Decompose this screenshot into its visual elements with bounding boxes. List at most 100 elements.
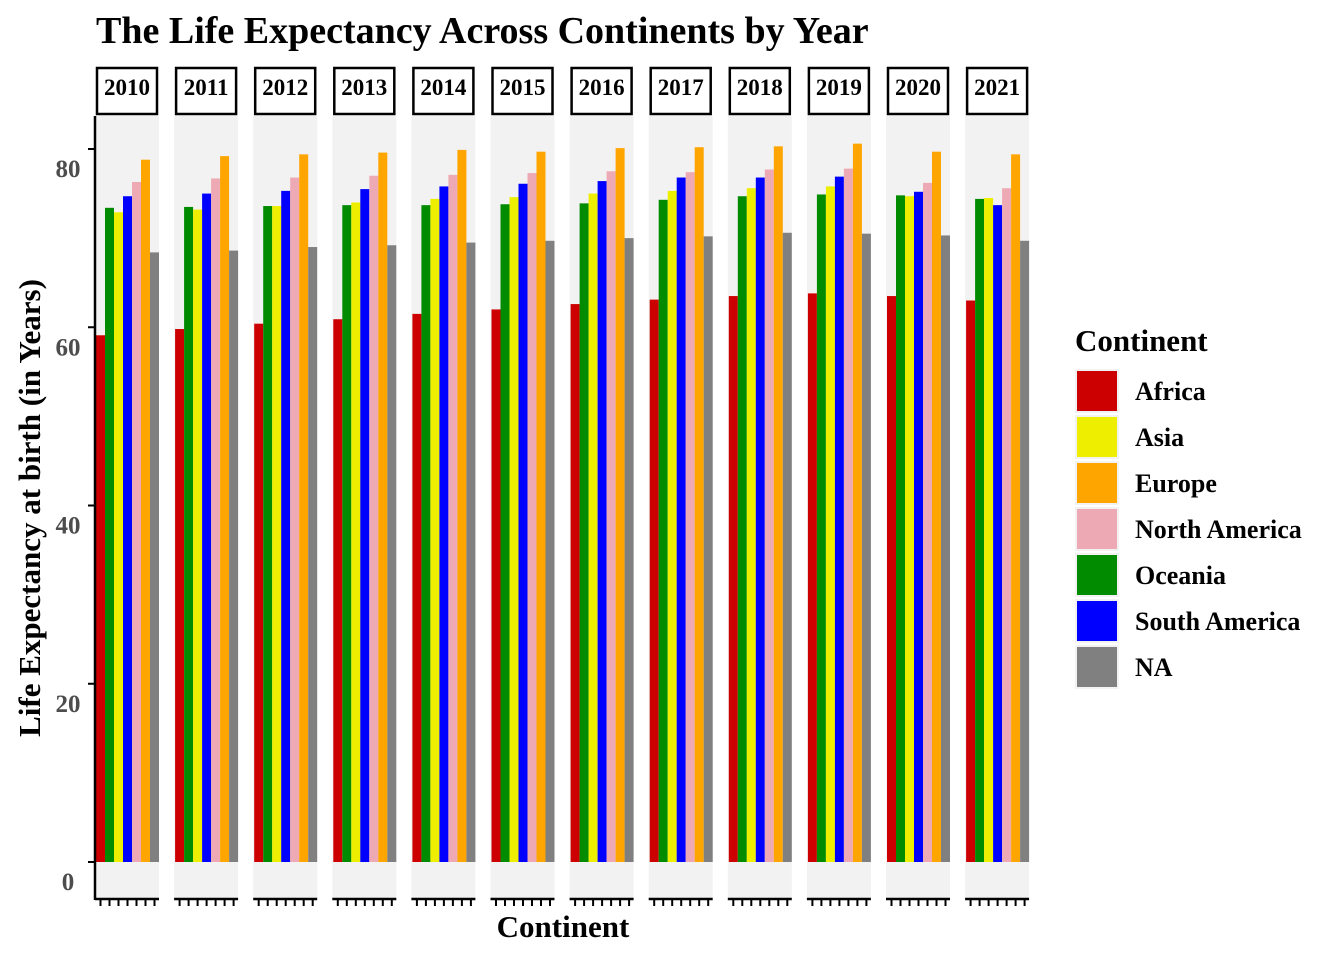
y-tick-label: 80: [56, 156, 81, 183]
legend-label: Europe: [1135, 469, 1217, 498]
bar-north-america-2020: [923, 182, 932, 862]
legend-item-asia: Asia: [1075, 415, 1184, 459]
facet-strip: [807, 66, 871, 116]
facet-strip: [253, 66, 317, 116]
facet-strip: [333, 66, 396, 116]
bar-asia-2021: [984, 198, 994, 863]
legend-title: Continent: [1075, 323, 1208, 358]
legend-swatch: [1077, 509, 1117, 549]
bar-north-america-2018: [764, 169, 774, 862]
legend-item-africa: Africa: [1075, 369, 1206, 413]
facet-strip: [965, 66, 1029, 116]
legend-label: Asia: [1135, 423, 1184, 452]
bar-africa-2014: [412, 313, 422, 863]
bar-north-america-2016: [606, 171, 616, 862]
bar-oceania-2012: [263, 206, 273, 863]
bar-na-2012: [308, 247, 318, 863]
bar-oceania-2010: [105, 207, 114, 862]
bar-africa-2010: [96, 335, 105, 862]
bar-na-2017: [703, 236, 713, 862]
legend-swatch: [1077, 417, 1117, 457]
bar-na-2014: [466, 242, 476, 863]
facet-panel-2017: 2017: [648, 66, 713, 906]
bar-na-2021: [1020, 240, 1030, 862]
bar-na-2011: [229, 250, 239, 863]
bar-africa-2015: [491, 309, 501, 862]
bar-africa-2019: [807, 293, 817, 862]
facet-panel-2018: 2018: [727, 66, 792, 906]
x-axis-label: Continent: [497, 909, 630, 944]
bar-north-america-2017: [685, 172, 695, 863]
legend-label: NA: [1135, 653, 1173, 682]
bar-asia-2011: [193, 209, 203, 863]
bar-north-america-2015: [527, 173, 537, 863]
bar-europe-2011: [220, 156, 230, 862]
facet-strip-label: 2016: [579, 75, 625, 100]
facet-strip-label: 2020: [895, 75, 941, 100]
legend-item-oceania: Oceania: [1075, 553, 1226, 597]
bar-north-america-2019: [843, 168, 853, 863]
facet-panel-2020: 2020: [886, 66, 950, 906]
bar-asia-2018: [746, 188, 756, 863]
facet-panel-2012: 2012: [253, 66, 318, 906]
bar-south-america-2019: [834, 176, 844, 862]
bar-europe-2015: [536, 151, 546, 862]
bar-asia-2016: [588, 193, 598, 862]
bar-na-2020: [941, 235, 950, 863]
facet-panels: 2010 2011 2012 2013 2014 2015 2016 2017 2018 2019…: [95, 66, 1030, 906]
y-tick-label: 60: [56, 334, 81, 361]
bar-asia-2017: [667, 190, 677, 863]
bar-na-2019: [861, 233, 871, 862]
bar-africa-2012: [254, 323, 264, 862]
bar-africa-2017: [649, 299, 659, 863]
bar-north-america-2010: [132, 181, 141, 862]
bar-south-america-2013: [360, 189, 370, 862]
bar-north-america-2012: [290, 177, 300, 862]
legend-label: South America: [1135, 607, 1300, 636]
legend-label: Oceania: [1135, 561, 1226, 590]
facet-panel-2011: 2011: [174, 66, 239, 906]
bar-na-2010: [150, 252, 159, 862]
facet-panel-2010: 2010: [95, 66, 159, 906]
bar-europe-2010: [141, 159, 150, 862]
facet-strip-label: 2011: [184, 75, 229, 100]
facet-strip-label: 2012: [262, 75, 308, 100]
bar-europe-2021: [1011, 154, 1021, 862]
facet-strip-label: 2015: [500, 75, 546, 100]
bar-europe-2016: [615, 148, 625, 862]
bar-oceania-2011: [184, 206, 194, 862]
legend-swatch: [1077, 601, 1117, 641]
bar-africa-2018: [728, 296, 738, 862]
chart-title: The Life Expectancy Across Continents by…: [96, 10, 869, 52]
bar-africa-2016: [570, 304, 580, 862]
facet-panel-2021: 2021: [965, 66, 1030, 906]
legend: Africa Asia Europe North America Oceania Sout…: [1075, 369, 1302, 689]
facet-panel-2015: 2015: [490, 66, 555, 906]
legend-label: North America: [1135, 515, 1302, 544]
bar-oceania-2013: [342, 205, 352, 862]
y-axis: 0 20 40 60 80: [56, 116, 97, 900]
bar-asia-2012: [272, 206, 282, 863]
facet-panel-2016: 2016: [569, 66, 634, 906]
bar-south-america-2020: [914, 191, 923, 862]
legend-item-south-america: South America: [1075, 599, 1300, 643]
bar-africa-2011: [175, 329, 185, 863]
bar-south-america-2018: [755, 177, 765, 862]
bar-africa-2020: [887, 296, 896, 862]
bar-oceania-2017: [658, 199, 668, 862]
bar-europe-2018: [773, 146, 783, 863]
bar-europe-2020: [932, 151, 941, 862]
facet-strip: [95, 66, 159, 116]
bar-asia-2013: [351, 202, 361, 863]
facet-strip-label: 2021: [974, 75, 1020, 100]
bar-africa-2021: [966, 300, 976, 862]
bar-north-america-2014: [448, 174, 458, 862]
facet-panel-2013: 2013: [332, 66, 397, 906]
facet-strip: [174, 66, 238, 116]
y-axis-label: Life Expectancy at birth (in Years): [12, 279, 47, 737]
bar-asia-2019: [825, 186, 835, 862]
bar-oceania-2021: [975, 198, 985, 862]
facet-strip-label: 2013: [341, 75, 387, 100]
bar-asia-2020: [905, 196, 914, 862]
legend-item-north-america: North America: [1075, 507, 1302, 551]
